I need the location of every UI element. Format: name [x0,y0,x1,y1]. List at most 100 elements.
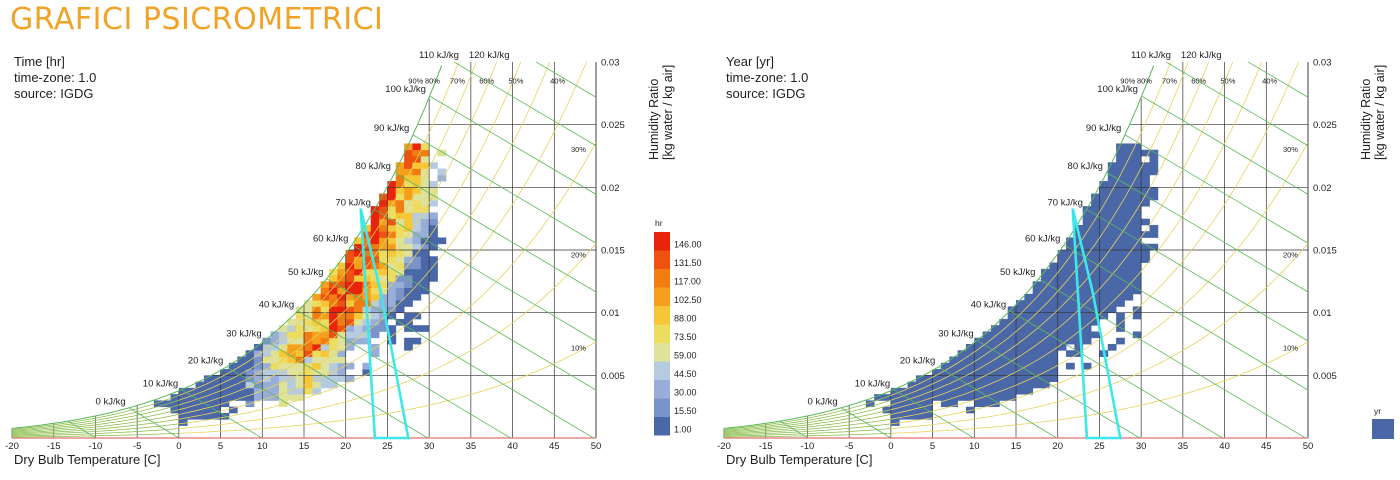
heatmap-cell [1116,224,1125,232]
heatmap-cell [404,262,413,270]
heatmap-cell [228,362,238,370]
heatmap-cell [253,387,263,395]
enthalpy-line [453,62,596,147]
heatmap-cell [395,275,405,282]
legend-title: hr [655,218,663,228]
heatmap-cell [320,312,330,320]
heatmap-cell [337,344,347,351]
heatmap-cell [420,181,430,188]
heatmap-cell [1082,231,1092,238]
heatmap-cell [329,287,338,295]
heatmap-cell [195,412,205,420]
enthalpy-lines [12,62,596,438]
heatmap-cell [924,400,933,408]
x-tick-label: 25 [1094,441,1105,452]
heatmap-cell [1107,237,1117,245]
y-tick-label: 0.005 [1313,371,1337,382]
heatmap-cell [345,337,355,345]
heatmap-cell [287,325,297,332]
heatmap-cell [312,350,322,357]
heatmap-cell [270,356,280,364]
heatmap-cell [915,381,925,389]
heatmap-cell [1066,268,1075,276]
heatmap-cell [412,293,422,301]
heatmap-cell [354,312,363,320]
x-tick-label: 0 [176,441,181,452]
heatmap-cell [1049,306,1059,314]
heatmap-cell [420,256,430,263]
rh-label: 30% [571,145,586,154]
heatmap-cell [412,162,422,169]
heatmap-cell [1091,262,1100,270]
heatmap-cell [245,362,255,370]
enthalpy-label: 80 kJ/kg [1068,161,1103,172]
heatmap-cell [337,300,347,307]
enthalpy-label: 20 kJ/kg [900,355,935,366]
heatmap-cell [362,337,372,345]
heatmap-cell [999,381,1009,389]
heatmap-cell [395,262,405,270]
heatmap-cell [932,381,942,389]
heatmap-cell [1032,331,1042,339]
y-tick-label: 0.01 [1313,308,1332,319]
heatmap-cell [1091,268,1100,276]
heatmap-cell [337,262,347,270]
heatmap-cell [1066,362,1075,370]
heatmap-cell [420,268,430,276]
heatmap-cell [370,281,380,288]
heatmap-cell [379,243,388,251]
x-tick-label: 10 [969,441,980,452]
heatmap-cell [278,400,288,408]
heatmap-cell [949,356,958,364]
heatmap-cell [370,350,380,357]
heatmap-cell [395,162,405,169]
enthalpy-label: 0 kJ/kg [808,397,838,408]
legend: yr [1372,406,1394,439]
heatmap-cell [412,237,422,245]
heatmap-cell [312,306,322,314]
heatmap-cell [237,375,246,382]
y-tick-label: 0.03 [601,58,620,69]
heatmap-cell [1082,325,1092,332]
heatmap-cell [899,412,908,420]
heatmap-cell [1049,344,1059,351]
heatmap-cell [404,243,413,251]
heatmap-cell [940,369,950,376]
heatmap-cell [1141,256,1150,263]
heatmap-cell [362,268,372,276]
enthalpy-label: 110 kJ/kg [1131,50,1171,61]
heatmap-cell [1082,318,1092,326]
heatmap-cell [1116,156,1125,163]
y-axis-label-line: [kg water / kg air] [661,65,675,160]
heatmap-cell [1016,318,1025,326]
heatmap-cell [203,412,213,420]
heatmap-cell [1066,287,1075,295]
heatmap-cell [1049,318,1059,326]
legend-swatch [654,343,670,362]
heatmap-cell [1091,199,1100,207]
heatmap-cell [1099,250,1109,257]
heatmap-cell [1041,312,1050,320]
heatmap-cell [1132,281,1142,288]
heatmap-cell [1032,300,1042,307]
heatmap-cell [1099,187,1109,194]
heatmap-cell [1132,168,1142,176]
heatmap-cell [354,337,363,345]
heatmap-cell [295,325,305,332]
heatmap-cell [1049,325,1059,332]
enthalpy-line [1039,278,1306,438]
heatmap-cell [1124,275,1134,282]
heatmap-cell [387,268,397,276]
heatmap-cell [1032,375,1042,382]
heatmap-cell [1007,344,1017,351]
page-title: GRAFICI PSICROMETRICI [10,2,384,37]
heatmap-cell [153,400,163,408]
heatmap-cell [429,268,438,276]
heatmap-cell [1024,337,1034,345]
heatmap-cell [1016,300,1025,307]
rh-curve-cold [12,414,179,434]
heatmap-cell [329,337,338,345]
heatmap-cell [1041,369,1050,376]
heatmap-cell [237,381,246,389]
legend-value: 131.50 [674,258,702,268]
